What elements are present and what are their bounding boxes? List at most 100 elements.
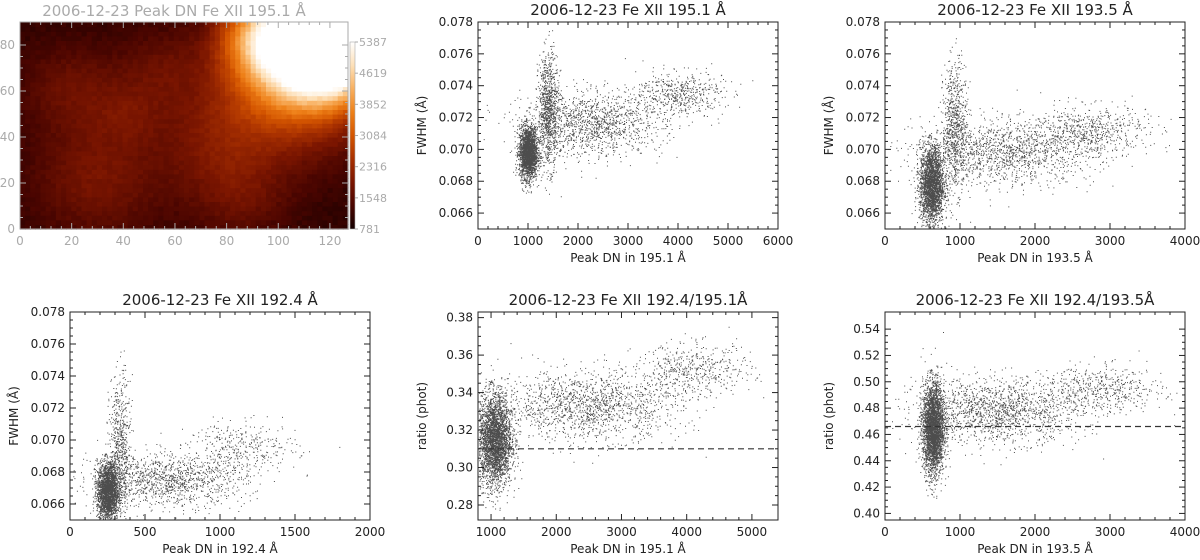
heatmap-cell [50,215,57,221]
heatmap-cell [194,72,200,78]
heatmap-cell [291,123,298,129]
heatmap-cell [255,164,262,170]
heatmap-cell [276,35,282,41]
heatmap-cell [81,54,88,60]
heatmap-cell [312,118,318,124]
heatmap-cell [276,215,282,221]
heatmap-cell [112,100,118,106]
heatmap-cell [199,22,206,28]
heatmap-cell [204,58,211,64]
heatmap-cell [143,63,149,69]
heatmap-cell [214,127,221,133]
heatmap-cell [107,49,113,55]
heatmap-cell [20,81,26,87]
heatmap-cell [81,91,88,97]
x-tick-label: 120 [318,234,341,248]
heatmap-cell [163,201,170,207]
heatmap-cell [337,22,344,28]
heatmap-cell [71,210,77,216]
heatmap-cell [112,54,118,60]
heatmap-cell [122,192,129,198]
heatmap-cell [204,68,211,74]
heatmap-cell [271,35,277,41]
heatmap-cell [153,31,159,37]
heatmap-cell [25,178,31,184]
heatmap-cell [327,210,334,216]
heatmap-cell [307,31,313,37]
heatmap-cell [301,81,308,87]
colorbar-tick-label: 1548 [359,192,387,205]
heatmap-cell [260,40,267,46]
heatmap-cell [260,137,267,143]
heatmap-cell [327,35,334,41]
heatmap-cell [276,183,282,189]
heatmap-cell [86,123,93,129]
heatmap-cell [137,40,144,46]
heatmap-cell [122,219,129,225]
heatmap-cell [332,132,339,138]
heatmap-cell [158,118,165,124]
heatmap-cell [199,109,206,115]
heatmap-cell [225,95,231,101]
heatmap-cell [327,26,334,32]
heatmap-cell [296,118,303,124]
heatmap-cell [107,183,113,189]
heatmap-cell [332,118,339,124]
heatmap-cell [266,54,272,60]
heatmap-cell [81,224,88,230]
heatmap-cell [158,155,165,161]
heatmap-cell [194,114,200,120]
heatmap-cell [71,137,77,143]
heatmap-cell [102,183,108,189]
heatmap-cell [117,91,124,97]
heatmap-cell [209,77,216,83]
heatmap-cell [173,63,180,69]
heatmap-cell [296,215,303,221]
heatmap-cell [117,210,124,216]
heatmap-cell [173,77,180,83]
heatmap-cell [214,192,221,198]
heatmap-cell [240,141,247,147]
heatmap-cell [332,224,339,230]
heatmap-cell [25,63,31,69]
heatmap-cell [281,150,288,156]
heatmap-cell [107,127,113,133]
heatmap-cell [301,35,308,41]
heatmap-cell [317,114,323,120]
heatmap-cell [45,183,52,189]
heatmap-cell [163,109,170,115]
heatmap-cell [122,206,129,212]
heatmap-cell [173,35,180,41]
heatmap-cell [163,72,170,78]
heatmap-cell [143,155,149,161]
heatmap-cell [219,95,226,101]
heatmap-cell [312,215,318,221]
heatmap-cell [178,224,185,230]
heatmap-cell [102,160,108,166]
heatmap-cell [204,45,211,51]
heatmap-cell [178,141,185,147]
heatmap-cell [102,192,108,198]
heatmap-cell [194,104,200,110]
heatmap-cell [66,206,72,212]
heatmap-cell [199,95,206,101]
heatmap-cell [35,118,42,124]
heatmap-cell [204,26,211,32]
heatmap-cell [337,68,344,74]
heatmap-cell [271,206,277,212]
heatmap-cell [266,35,272,41]
heatmap-cell [312,141,318,147]
heatmap-cell [30,150,36,156]
heatmap-cell [163,224,170,230]
heatmap-cell [230,137,236,143]
heatmap-cell [281,178,288,184]
heatmap-cell [189,160,195,166]
heatmap-cell [30,54,36,60]
heatmap-cell [50,137,57,143]
heatmap-cell [55,45,62,51]
heatmap-cell [86,132,93,138]
heatmap-cell [148,137,154,143]
heatmap-cell [25,132,31,138]
heatmap-cell [143,169,149,175]
heatmap-cell [214,178,221,184]
